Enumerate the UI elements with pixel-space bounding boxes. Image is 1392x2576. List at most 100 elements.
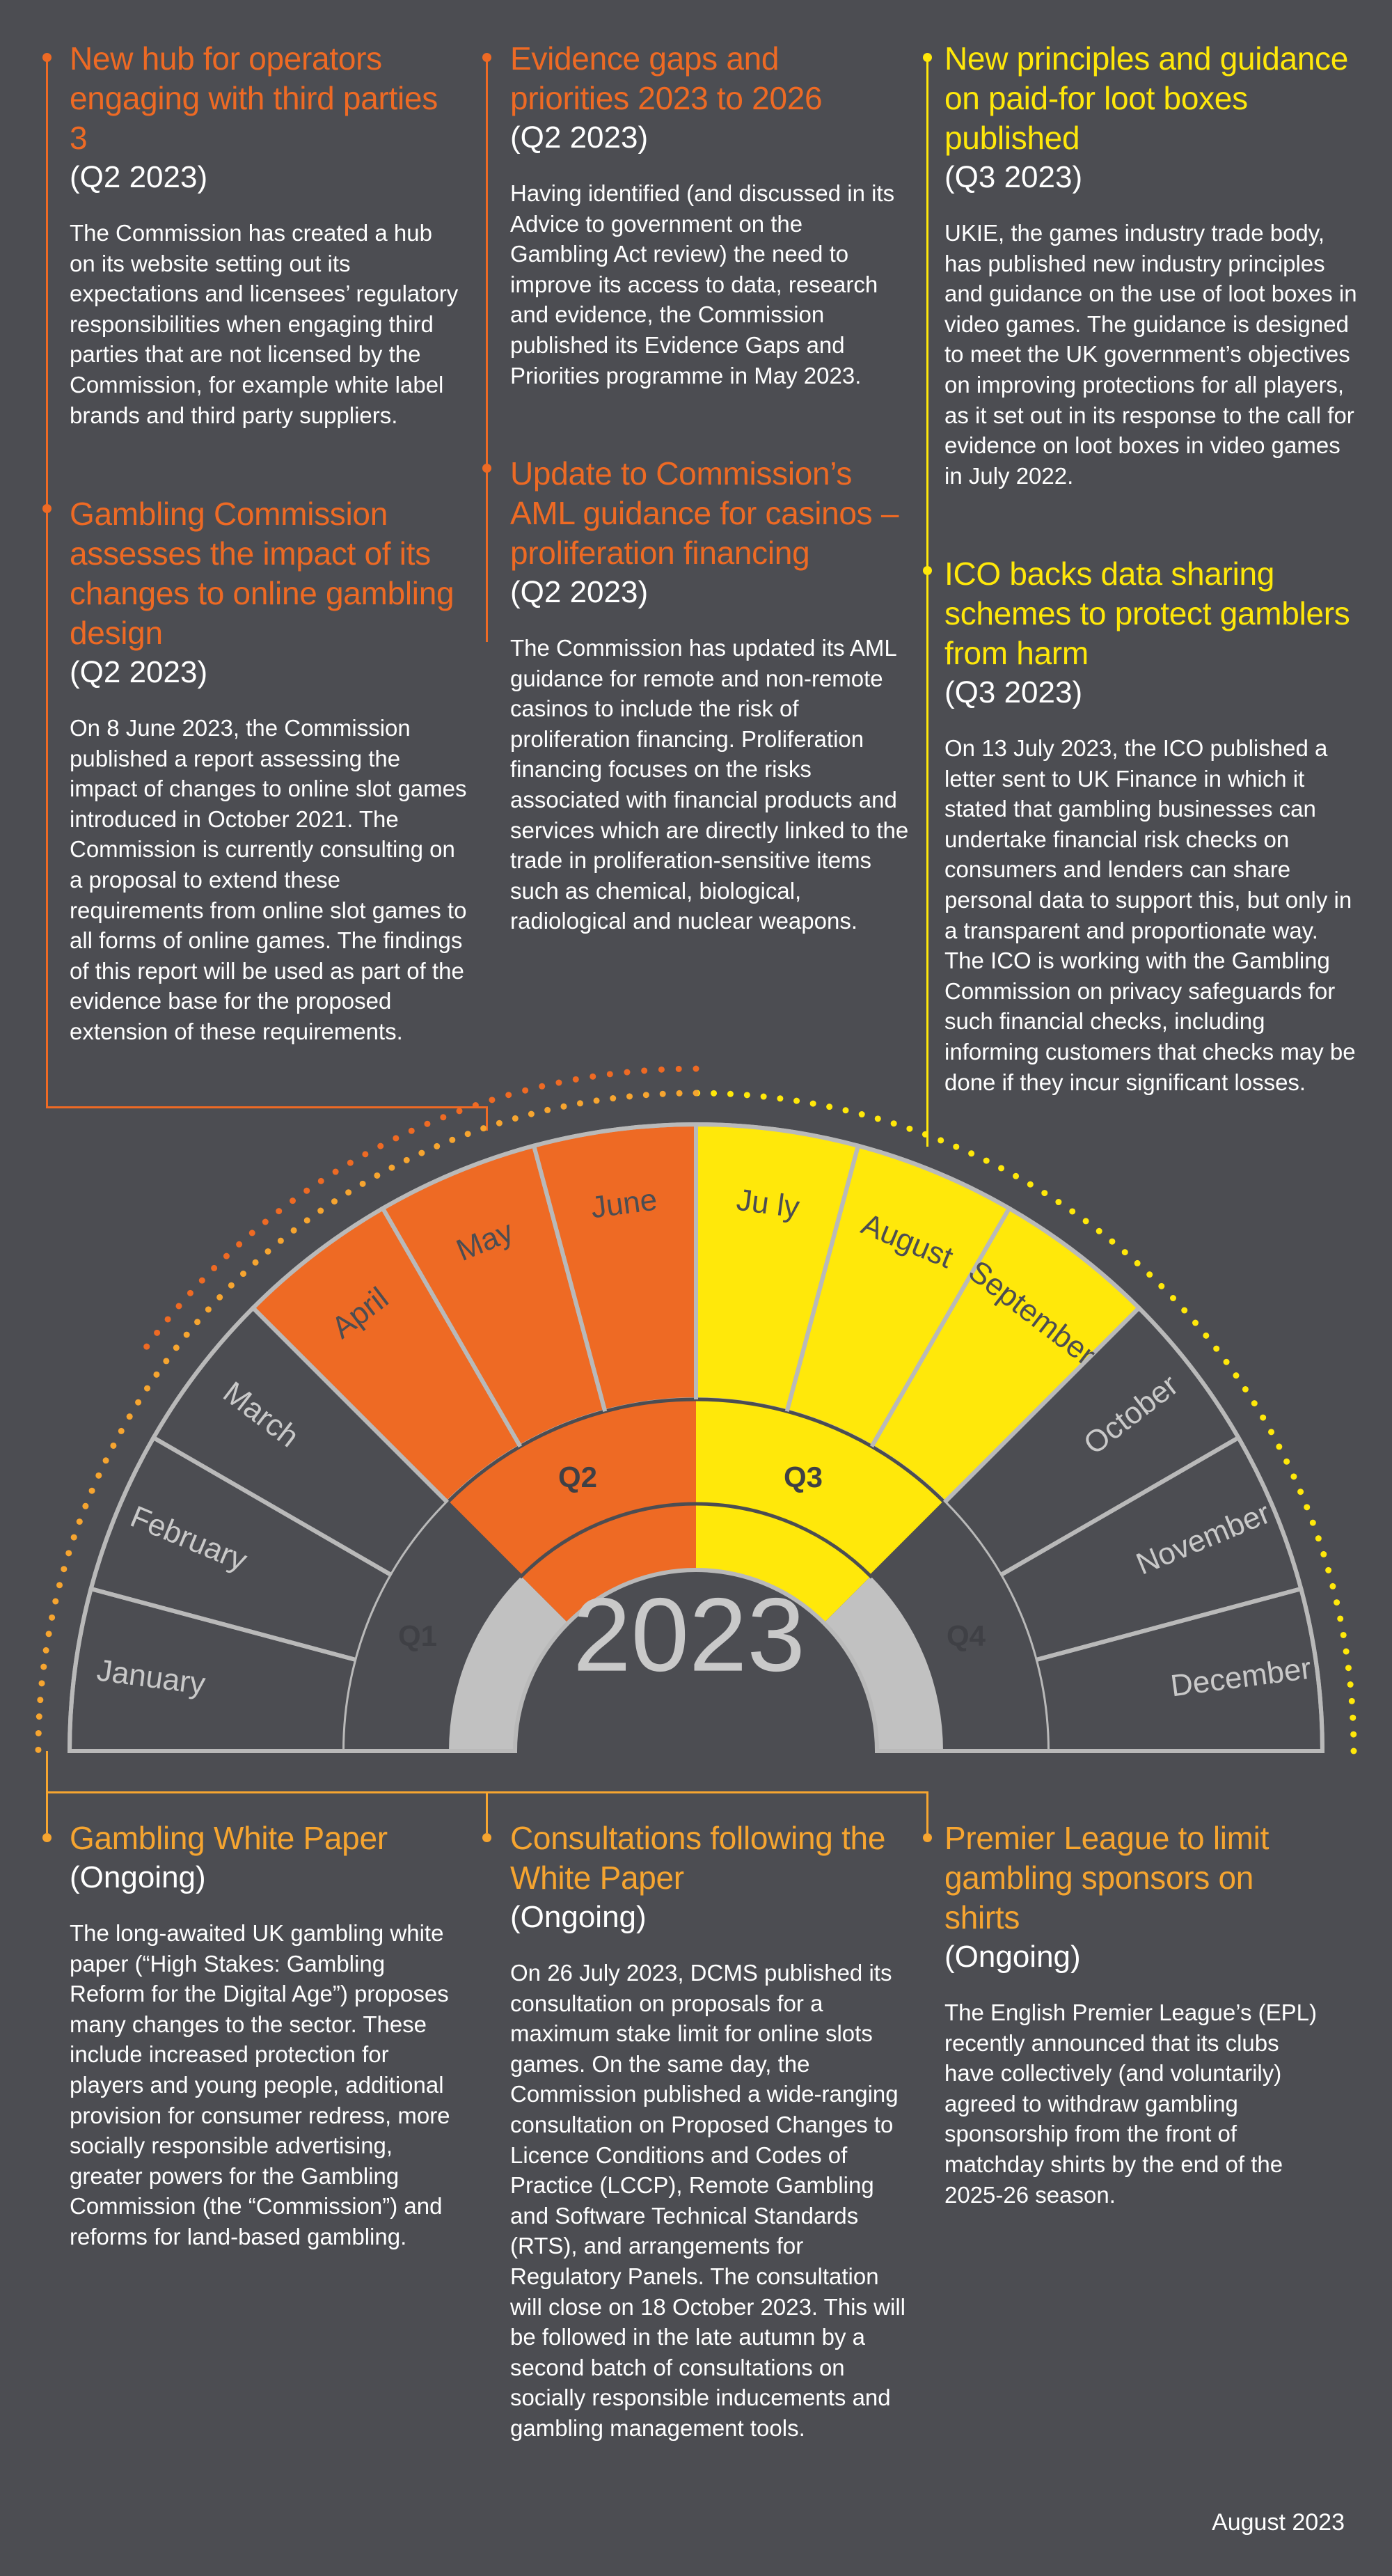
news-body: On 26 July 2023, DCMS published its cons… [510,1960,905,2441]
news-period: (Q3 2023) [944,675,1083,709]
dotted-arc-yellow [1121,1249,1128,1256]
dotted-arc-yellow [760,1093,767,1100]
dotted-arc-yellow [1268,1429,1275,1436]
dotted-arc-amber [153,1371,160,1378]
dotted-arc-orange [143,1343,150,1350]
dotted-arc-yellow [793,1097,800,1104]
dotted-arc-amber [693,1090,699,1097]
news-title: ICO backs data sharing schemes to protec… [944,556,1350,671]
dotted-arc-orange [522,1087,529,1094]
news-item-ico-data-sharing: ICO backs data sharing schemes to protec… [944,554,1362,1097]
dotted-arc-orange [606,1071,613,1078]
dotted-arc-amber [528,1110,535,1117]
dotted-arc-yellow [1181,1307,1188,1314]
dotted-arc-amber [163,1358,170,1365]
news-body: On 13 July 2023, the ICO published a let… [944,735,1356,1095]
bullet-dot [923,566,932,575]
month-divider [942,1306,1141,1505]
dotted-arc-amber [303,1217,310,1224]
dotted-arc-amber [82,1502,89,1509]
dotted-arc-yellow [743,1092,750,1099]
news-item-aml-guidance: Update to Commission’s AML guidance for … [510,454,914,936]
news-body: On 8 June 2023, the Commission published… [70,715,467,1044]
dotted-arc-amber [676,1090,683,1097]
middle-orange-connector-2 [486,468,488,642]
dotted-arc-yellow [1350,1731,1357,1738]
dotted-arc-yellow [1055,1199,1062,1206]
dotted-arc-yellow [1348,1697,1355,1704]
dotted-arc-yellow [1343,1648,1350,1655]
dotted-arc-orange [290,1197,296,1204]
month-divider [1035,1587,1302,1663]
dotted-arc-amber [277,1237,284,1244]
dotted-arc-orange [223,1252,230,1259]
dotted-arc-yellow [1251,1400,1258,1407]
dotted-arc-amber [626,1093,633,1100]
dotted-arc-orange [472,1102,479,1109]
dotted-arc-yellow [1334,1599,1340,1606]
dotted-arc-yellow [874,1115,881,1122]
news-item-loot-boxes: New principles and guidance on paid-for … [944,39,1362,491]
dotted-arc-amber [480,1125,487,1132]
dotted-arc-orange [456,1108,463,1115]
dotted-arc-amber [88,1487,95,1494]
dotted-arc-yellow [922,1131,928,1138]
dotted-arc-amber [118,1427,125,1434]
dotted-arc-orange [572,1076,579,1083]
left-orange-connector [46,57,48,1108]
dotted-arc-yellow [1096,1227,1102,1234]
bullet-dot [482,464,491,473]
dotted-arc-amber [576,1100,583,1107]
news-title: Evidence gaps and priorities 2023 to 202… [510,40,823,116]
dotted-arc-yellow [711,1090,718,1097]
dotted-arc-orange [377,1142,384,1149]
dotted-arc-yellow [1337,1615,1344,1622]
dotted-arc-orange [317,1177,324,1184]
dotted-arc-amber [35,1729,42,1736]
dotted-arc-orange [164,1316,171,1323]
dotted-arc-yellow [1213,1345,1220,1352]
dotted-arc-orange [347,1159,354,1166]
dotted-arc-orange [211,1264,218,1271]
news-period: (Q2 2023) [510,575,649,609]
dotted-arc-amber [135,1399,142,1406]
dotted-arc-yellow [1146,1271,1153,1278]
bullet-dot [42,53,52,62]
dotted-arc-amber [144,1385,151,1392]
dotted-arc-orange [675,1065,682,1072]
dotted-arc-orange [555,1079,562,1086]
dotted-arc-amber [205,1306,212,1313]
dotted-arc-amber [240,1271,247,1278]
dotted-arc-yellow [1082,1218,1089,1225]
dotted-arc-amber [290,1227,297,1234]
dotted-arc-amber [560,1103,567,1110]
news-title: Premier League to limit gambling sponsor… [944,1820,1270,1935]
dotted-arc-yellow [1027,1181,1034,1188]
news-period: (Ongoing) [944,1940,1081,1974]
month-label: Ju ly [734,1183,801,1225]
dotted-arc-yellow [809,1100,816,1107]
dotted-arc-orange [693,1065,699,1072]
dotted-arc-amber [126,1413,133,1420]
dotted-arc-yellow [777,1095,784,1102]
dotted-arc-orange [362,1151,369,1158]
dotted-arc-amber [449,1136,456,1143]
dotted-arc-yellow [1297,1489,1304,1495]
news-period: (Q3 2023) [944,160,1083,194]
news-title: Consultations following the White Paper [510,1820,886,1896]
dotted-arc-yellow [998,1165,1005,1172]
dotted-arc-yellow [968,1150,975,1157]
dotted-arc-amber [264,1248,271,1255]
dotted-arc-amber [642,1092,649,1099]
quarter-gap [345,1502,521,1751]
dotted-arc-amber [183,1331,190,1338]
dotted-arc-yellow [858,1111,865,1118]
dotted-arc-yellow [1350,1714,1357,1721]
left-orange-connector-horizontal [46,1106,487,1108]
dotted-arc-orange [198,1277,205,1284]
month-label: February [126,1500,252,1578]
dotted-arc-amber [345,1189,352,1196]
bullet-dot [923,53,932,62]
dotted-arc-amber [593,1097,600,1104]
dotted-arc-orange [440,1114,447,1121]
